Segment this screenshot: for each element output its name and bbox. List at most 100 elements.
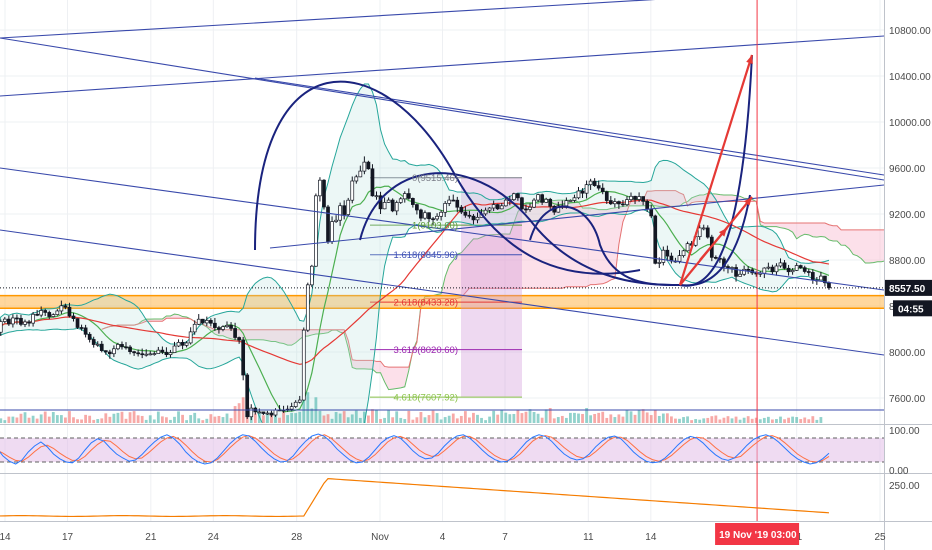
- fib-label: 0(9515.46): [412, 173, 458, 184]
- candle-body: [184, 342, 189, 346]
- arrow-head: [718, 228, 727, 237]
- candle-body: [592, 180, 597, 186]
- candle-body: [79, 327, 84, 329]
- candle-body: [237, 337, 241, 341]
- volume-bar: [746, 416, 750, 423]
- volume-bar: [455, 418, 459, 423]
- candle-body: [374, 195, 379, 198]
- volume-bar: [585, 408, 588, 423]
- candle-body: [176, 341, 181, 347]
- time-tick-label: 14: [0, 532, 11, 543]
- volume-bar: [346, 417, 350, 423]
- time-tick-label: 24: [208, 532, 220, 543]
- volume-bar: [601, 411, 605, 423]
- volume-bar: [387, 410, 391, 423]
- volume-bar: [326, 414, 330, 423]
- projection-arc: [529, 205, 681, 286]
- candle-body: [31, 313, 35, 324]
- candle-body: [556, 205, 561, 213]
- volume-bar: [136, 415, 140, 423]
- volume-bar: [443, 417, 447, 423]
- candle-body: [435, 215, 439, 220]
- candle-body: [366, 161, 371, 170]
- bb-upper: [0, 83, 830, 345]
- candle-body: [645, 201, 650, 210]
- candle-body: [746, 268, 751, 271]
- volume-bar: [629, 411, 633, 423]
- candle-body: [144, 353, 149, 356]
- trend-line: [269, 184, 884, 249]
- volume-bar: [657, 415, 661, 423]
- candle-body: [136, 352, 140, 355]
- projection-arrows: [678, 54, 754, 286]
- volume-bar: [427, 415, 431, 423]
- indicator-axis: 250.00: [889, 481, 920, 492]
- candle-body: [625, 199, 629, 206]
- volume-bar: [209, 414, 213, 423]
- candle-body: [43, 310, 48, 313]
- volume-bar: [569, 412, 572, 423]
- candle-body: [47, 312, 52, 317]
- volume-bar: [104, 413, 108, 423]
- bb-lower: [0, 209, 830, 423]
- trend-lines: [0, 0, 884, 411]
- volume-bar: [407, 410, 411, 423]
- candle-body: [483, 209, 488, 215]
- projection-arc: [254, 80, 641, 275]
- volume-bar: [330, 418, 334, 423]
- volume-bar: [560, 415, 564, 423]
- candle-body: [447, 199, 452, 204]
- volume-bar: [714, 415, 718, 423]
- candle-body: [67, 306, 72, 317]
- volume-bar: [581, 413, 584, 423]
- volume-bar: [395, 411, 399, 423]
- candle-body: [241, 339, 246, 376]
- candle-body: [314, 195, 318, 267]
- candle-body: [806, 271, 811, 273]
- candle-body: [621, 203, 625, 206]
- candle-body: [455, 199, 460, 208]
- volume-bar: [120, 411, 124, 423]
- candle-body: [588, 180, 593, 186]
- candle-body: [677, 255, 682, 262]
- candle-body: [196, 318, 201, 325]
- price-tick-label: 7600.00: [889, 394, 926, 405]
- candle-body: [774, 265, 779, 273]
- volume-bar: [694, 419, 698, 423]
- candle-body: [11, 317, 15, 325]
- volume-bar: [112, 413, 116, 423]
- indicator-pane[interactable]: [0, 478, 830, 518]
- candle-body: [742, 268, 746, 275]
- candle-body: [427, 212, 431, 220]
- volume-bar: [391, 417, 395, 423]
- candle-body: [794, 265, 799, 271]
- volume-bar: [665, 413, 669, 423]
- trend-line: [0, 35, 884, 97]
- trend-line: [0, 229, 884, 356]
- stoch-rsi-pane[interactable]: [0, 433, 884, 465]
- candle-body: [334, 219, 338, 222]
- fib-label: 4.618(7607.92): [394, 393, 458, 404]
- candle-body: [657, 262, 662, 264]
- volume-bar: [221, 417, 225, 423]
- volume-bar: [447, 415, 451, 423]
- candle-body: [180, 341, 185, 346]
- candle-body: [649, 208, 654, 217]
- volume-bar: [573, 412, 576, 423]
- price-tick-label: 10800.00: [889, 26, 931, 37]
- candle-body: [738, 273, 742, 277]
- time-tick-label: 17: [62, 532, 74, 543]
- volume-bar: [144, 419, 148, 423]
- volume-bar: [779, 416, 782, 423]
- volume-bar: [766, 416, 770, 423]
- candle-body: [116, 344, 120, 350]
- volume-bar: [431, 410, 435, 423]
- volume-bar: [362, 411, 366, 423]
- volume-bar: [564, 417, 568, 423]
- candle-body: [726, 266, 730, 269]
- price-pane[interactable]: 0(9515.46) 1(9103.60) 1.618(8845.96) 2.618(…: [0, 0, 932, 523]
- volume-bar: [233, 406, 237, 423]
- candle-body: [19, 317, 23, 325]
- volume-bar: [783, 419, 786, 423]
